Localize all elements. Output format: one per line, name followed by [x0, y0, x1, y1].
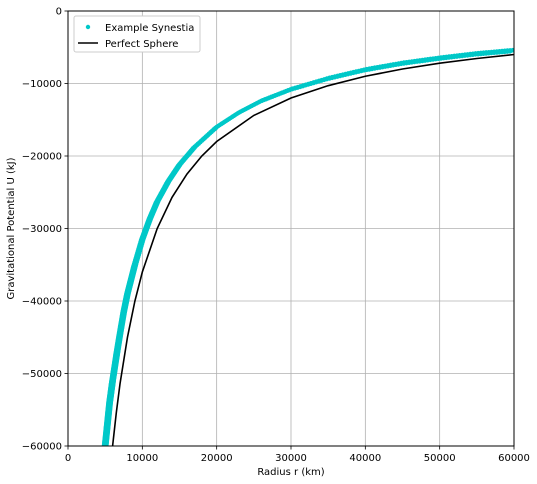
y-tick-label: −10000	[22, 79, 62, 90]
legend: Example Synestia Perfect Sphere	[73, 15, 201, 53]
x-tick-label: 40000	[349, 453, 381, 464]
legend-label-example-synestia: Example Synestia	[105, 23, 194, 34]
x-tick-label: 20000	[201, 453, 233, 464]
grid	[67, 10, 515, 447]
synestia-point	[511, 48, 514, 53]
y-tick-label: −20000	[22, 152, 62, 163]
y-tick-label: −60000	[22, 442, 62, 453]
series-perfect-sphere-line	[111, 53, 514, 446]
x-tick-label: 30000	[275, 453, 307, 464]
legend-label-perfect-sphere: Perfect Sphere	[105, 39, 178, 50]
series-layer	[101, 47, 514, 446]
x-axis-label: Radius r (km)	[257, 467, 324, 478]
y-tick-label: −30000	[22, 224, 62, 235]
y-axis-label: Gravitational Potential U (kJ)	[6, 157, 17, 299]
series-example-synestia	[101, 47, 514, 446]
x-tick-label: 60000	[498, 453, 530, 464]
legend-box	[73, 15, 201, 53]
y-tick-label: 0	[56, 7, 62, 18]
y-tick-label: −50000	[22, 369, 62, 380]
x-tick-label: 50000	[424, 453, 456, 464]
legend-marker-example-synestia	[85, 24, 91, 30]
tick-layer: 0 10000 20000 30000 40000 50000 60000 0 −10000 −2…	[22, 7, 530, 465]
x-tick-label: 0	[65, 453, 71, 464]
x-tick-label: 10000	[126, 453, 158, 464]
y-tick-label: −40000	[22, 297, 62, 308]
